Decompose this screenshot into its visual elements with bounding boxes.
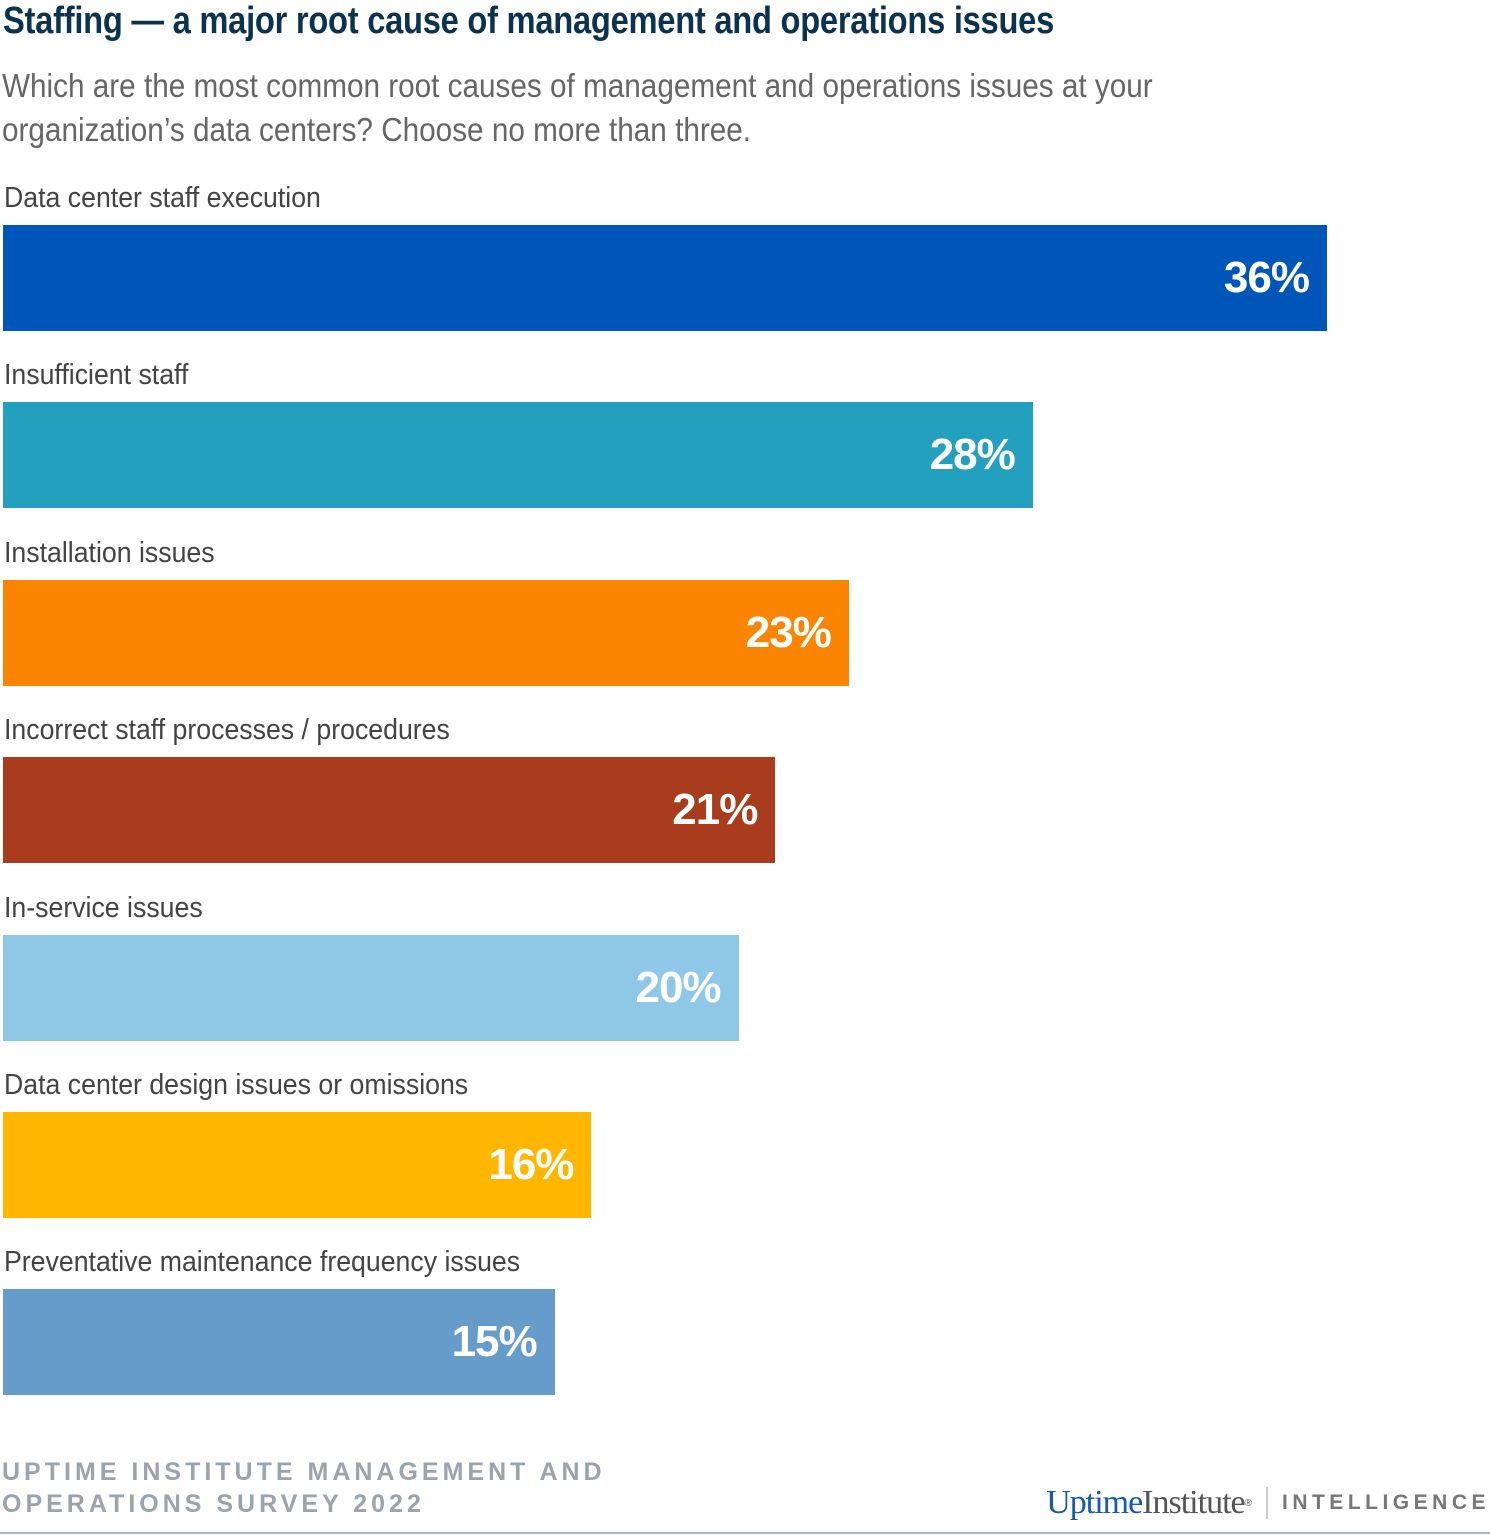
bar: 15% — [3, 1289, 555, 1396]
value-label: 28% — [929, 430, 1016, 480]
category-label: Insufficient staff — [4, 359, 189, 392]
uptime-intelligence-logo: Uptime Institute ® INTELLIGENCE — [1046, 1484, 1490, 1522]
category-label: Installation issues — [4, 536, 215, 569]
logo-intelligence: INTELLIGENCE — [1281, 1491, 1490, 1514]
bar: 20% — [3, 934, 739, 1041]
category-label: Data center design issues or omissions — [4, 1069, 469, 1101]
value-label: 16% — [488, 1140, 574, 1189]
source-note: UPTIME INSTITUTE MANAGEMENT AND OPERATIO… — [2, 1456, 606, 1520]
bar: 21% — [3, 757, 776, 864]
logo-divider — [1265, 1487, 1268, 1519]
bar: 16% — [3, 1112, 592, 1218]
value-label: 15% — [451, 1317, 538, 1367]
category-label: Preventative maintenance frequency issue… — [4, 1246, 521, 1279]
chart-title: Staffing — a major root cause of managem… — [3, 0, 1055, 42]
logo-uptime: Uptime — [1046, 1484, 1143, 1521]
source-line: OPERATIONS SURVEY 2022 — [2, 1490, 425, 1518]
bar: 23% — [3, 579, 849, 686]
chart-subtitle: Which are the most common root causes of… — [2, 64, 1153, 152]
subtitle-line: Which are the most common root causes of… — [2, 67, 1153, 104]
value-label: 20% — [635, 962, 721, 1012]
source-line: UPTIME INSTITUTE MANAGEMENT AND — [2, 1458, 606, 1486]
category-label: Data center staff execution — [4, 182, 321, 214]
bar: 36% — [3, 225, 1327, 331]
footer-rule — [0, 1532, 1490, 1534]
subtitle-line: organization’s data centers? Choose no m… — [2, 111, 752, 148]
category-label: Incorrect staff processes / procedures — [4, 714, 450, 747]
value-label: 36% — [1223, 253, 1310, 302]
logo-institute: Institute — [1142, 1484, 1245, 1521]
bar: 28% — [3, 402, 1033, 509]
category-label: In-service issues — [4, 891, 203, 924]
value-label: 21% — [672, 785, 758, 835]
logo-registered-mark: ® — [1244, 1497, 1252, 1509]
value-label: 23% — [745, 607, 832, 657]
